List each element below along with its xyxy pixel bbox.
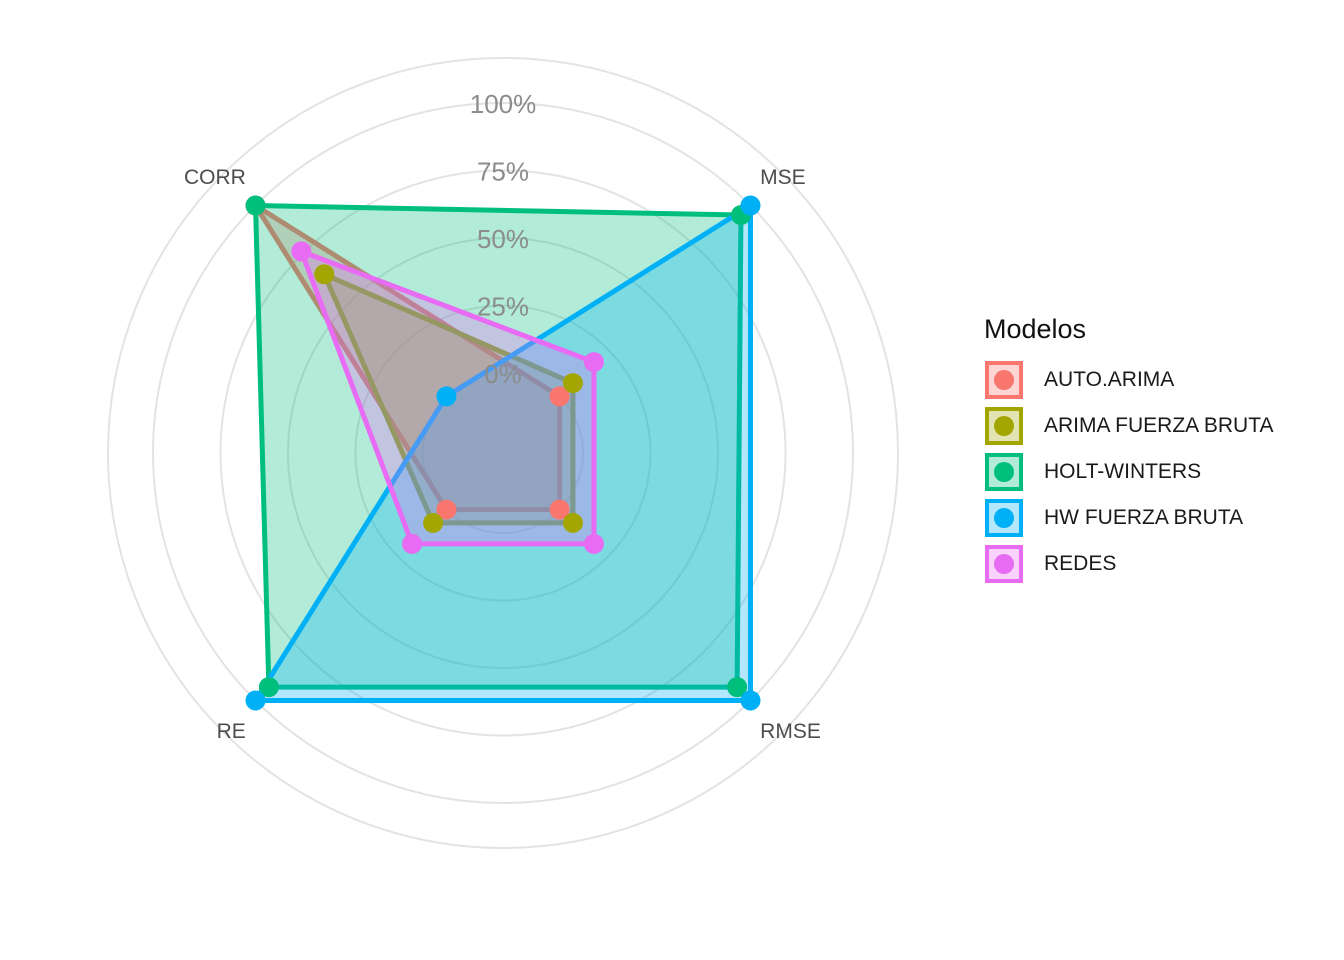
grid-ring-outer: [107, 57, 899, 849]
legend-label: REDES: [1044, 552, 1117, 575]
legend-item: ARIMA FUERZA BRUTA: [984, 403, 1273, 449]
data-point: [258, 677, 279, 698]
data-point: [402, 533, 423, 554]
data-point: [423, 512, 444, 533]
legend-item: REDES: [984, 541, 1273, 587]
data-point: [245, 690, 266, 711]
legend-label: HOLT-WINTERS: [1044, 460, 1202, 483]
data-point: [727, 677, 748, 698]
axis-labels: CORR MSE RMSE RE: [184, 166, 821, 743]
data-point: [562, 373, 583, 394]
grid-ring: [422, 372, 584, 534]
radial-tick-label: 25%: [477, 292, 529, 322]
legend-label: ARIMA FUERZA BRUTA: [1044, 414, 1274, 437]
data-point: [549, 499, 570, 520]
radar-series: [245, 195, 761, 711]
radial-tick-label: 100%: [470, 89, 537, 119]
legend-label: AUTO.ARIMA: [1044, 368, 1175, 391]
data-point: [549, 386, 570, 407]
radial-tick-labels: 0% 25% 50% 75% 100%: [470, 89, 537, 389]
legend: Modelos AUTO.ARIMA ARIMA FUERZA BRUTA HOLT…: [984, 314, 1273, 587]
legend-key: [984, 360, 1024, 400]
legend-key: [984, 452, 1024, 492]
legend-label: HW FUERZA BRUTA: [1044, 506, 1244, 529]
data-point: [562, 512, 583, 533]
radial-tick-label: 0%: [484, 359, 522, 389]
axis-label: CORR: [184, 166, 246, 189]
axis-label: RMSE: [760, 720, 821, 743]
legend-item: HOLT-WINTERS: [984, 449, 1273, 495]
axis-label: RE: [217, 720, 246, 743]
data-point: [740, 690, 761, 711]
radial-tick-label: 50%: [477, 224, 529, 254]
data-point: [583, 352, 604, 373]
data-point: [740, 195, 761, 216]
legend-items: AUTO.ARIMA ARIMA FUERZA BRUTA HOLT-WINTERS…: [984, 357, 1273, 587]
radar-grid: [107, 57, 899, 849]
data-point: [291, 241, 312, 262]
grid-ring: [219, 169, 787, 737]
legend-item: AUTO.ARIMA: [984, 357, 1273, 403]
radial-tick-label: 75%: [477, 157, 529, 187]
data-point: [436, 386, 457, 407]
legend-key: [984, 544, 1024, 584]
data-point: [314, 264, 335, 285]
data-point: [245, 195, 266, 216]
axis-label: MSE: [760, 166, 806, 189]
data-point: [436, 499, 457, 520]
data-point: [583, 533, 604, 554]
legend-key: [984, 498, 1024, 538]
legend-key: [984, 406, 1024, 446]
legend-item: HW FUERZA BRUTA: [984, 495, 1273, 541]
legend-title: Modelos: [984, 314, 1087, 344]
grid-ring: [354, 304, 652, 602]
grid-ring: [152, 102, 854, 804]
grid-ring: [287, 237, 719, 669]
